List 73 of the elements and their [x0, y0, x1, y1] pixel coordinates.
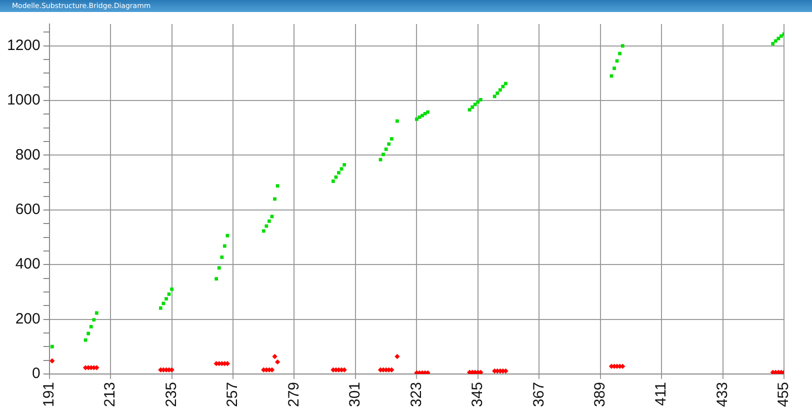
x-tick-label: 323	[408, 382, 425, 408]
point	[334, 175, 338, 179]
point	[274, 359, 280, 365]
point	[264, 224, 268, 228]
point	[268, 219, 271, 223]
point	[387, 142, 391, 146]
x-tick-label: 433	[714, 382, 731, 408]
x-tick-label: 191	[40, 382, 58, 408]
point	[498, 88, 502, 92]
y-tick-label: 1000	[6, 92, 40, 109]
point	[84, 338, 88, 342]
point	[468, 108, 472, 112]
x-tick-label: 345	[469, 382, 486, 408]
point	[89, 324, 93, 328]
point	[620, 44, 624, 48]
point	[162, 302, 166, 306]
point	[262, 229, 266, 233]
y-tick-label: 1200	[6, 37, 40, 54]
y-tick-label: 600	[15, 201, 40, 218]
point	[92, 318, 96, 322]
point	[470, 105, 474, 109]
point	[612, 66, 616, 70]
point	[217, 266, 221, 270]
point	[420, 114, 424, 118]
point	[426, 110, 430, 114]
point	[214, 277, 218, 281]
point	[618, 52, 622, 56]
point	[414, 117, 418, 121]
point	[478, 98, 482, 102]
point	[86, 332, 90, 336]
point	[615, 59, 619, 63]
x-tick-label: 301	[346, 382, 364, 408]
point	[473, 102, 477, 106]
y-tick-label: 400	[15, 256, 40, 273]
point	[390, 137, 394, 141]
point	[50, 344, 54, 348]
point	[94, 311, 98, 315]
y-tick-label: 800	[15, 146, 40, 164]
point	[337, 171, 340, 174]
point	[226, 234, 230, 238]
point	[340, 167, 344, 171]
point	[496, 91, 500, 95]
point	[272, 354, 278, 360]
point	[332, 180, 335, 183]
point	[504, 82, 508, 86]
y-tick-label: 200	[15, 310, 40, 328]
point	[167, 292, 171, 296]
x-tick-label: 235	[162, 382, 180, 408]
point	[384, 148, 388, 151]
x-tick-label: 367	[530, 382, 548, 408]
x-tick-label: 213	[102, 382, 119, 408]
point	[492, 94, 496, 98]
x-tick-label: 455	[775, 382, 792, 408]
point	[771, 42, 775, 46]
x-tick-label: 279	[285, 382, 302, 408]
point	[50, 358, 55, 364]
x-tick-label: 389	[591, 382, 608, 408]
point	[273, 197, 276, 201]
point	[222, 244, 226, 248]
point	[378, 158, 382, 162]
point	[158, 306, 162, 310]
point	[164, 297, 168, 300]
point	[476, 100, 480, 104]
x-tick-label: 411	[652, 382, 670, 406]
point	[394, 354, 400, 360]
point	[382, 152, 385, 156]
x-tick-label: 257	[224, 382, 242, 408]
point	[342, 163, 346, 167]
point	[276, 184, 280, 188]
point	[220, 256, 224, 259]
y-tick-label: 0	[32, 365, 40, 382]
point	[170, 288, 174, 291]
point	[396, 119, 399, 123]
